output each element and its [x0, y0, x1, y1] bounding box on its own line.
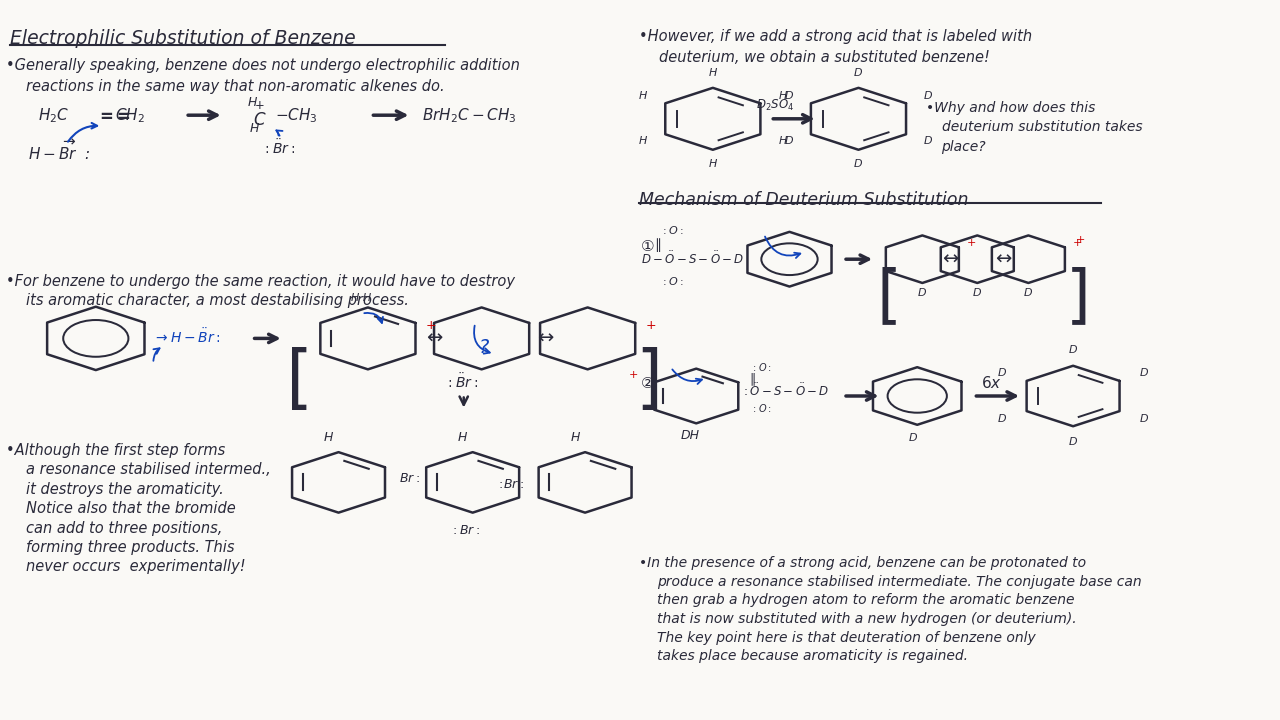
Text: $:\ddot{B}r:$: $:\ddot{B}r:$ — [262, 138, 294, 157]
Text: never occurs  experimentally!: never occurs experimentally! — [26, 559, 246, 575]
Text: H: H — [639, 137, 648, 146]
Text: ↔: ↔ — [942, 250, 957, 269]
Text: $\parallel$: $\parallel$ — [652, 236, 662, 254]
Text: •Although the first step forms: •Although the first step forms — [6, 443, 225, 458]
Text: Electrophilic Substitution of Benzene: Electrophilic Substitution of Benzene — [10, 29, 356, 48]
Text: D: D — [854, 159, 863, 169]
Text: •For benzene to undergo the same reaction, it would have to destroy: •For benzene to undergo the same reactio… — [6, 274, 516, 289]
Text: +: + — [1075, 235, 1085, 246]
Text: +: + — [1073, 238, 1083, 248]
Text: deuterium substitution takes: deuterium substitution takes — [942, 120, 1142, 134]
Text: $\mathbf{=\!=}$: $\mathbf{=\!=}$ — [96, 107, 131, 125]
Text: H: H — [778, 137, 787, 146]
Text: D: D — [1069, 345, 1078, 355]
Text: D: D — [924, 91, 933, 101]
Text: $:\ddot{O}-S-\ddot{O}-D$: $:\ddot{O}-S-\ddot{O}-D$ — [741, 382, 829, 399]
Text: $BrH_2C - CH_3$: $BrH_2C - CH_3$ — [421, 106, 516, 125]
Text: •Why and how does this: •Why and how does this — [927, 101, 1096, 114]
Text: [: [ — [877, 266, 901, 328]
Text: ?: ? — [479, 338, 489, 356]
Text: D: D — [1139, 414, 1148, 424]
Text: $6x$: $6x$ — [980, 375, 1002, 391]
Text: $\rightarrow H-\ddot{B}r:$: $\rightarrow H-\ddot{B}r:$ — [154, 328, 220, 346]
Text: $\overset{+}{C}$: $\overset{+}{C}$ — [253, 101, 266, 130]
Text: H: H — [709, 159, 717, 169]
Text: ]: ] — [1065, 266, 1091, 328]
Text: $:O:$: $:O:$ — [751, 402, 772, 414]
Text: $H$: $H$ — [247, 96, 257, 109]
Text: D: D — [785, 91, 794, 101]
Text: $:O:$: $:O:$ — [751, 361, 772, 373]
Text: ↔: ↔ — [538, 329, 554, 348]
Text: H: H — [778, 91, 787, 101]
Text: ↔: ↔ — [995, 250, 1011, 269]
Text: ↔: ↔ — [426, 329, 443, 348]
Text: D: D — [924, 137, 933, 146]
Text: $:\!Br:$: $:\!Br:$ — [495, 478, 524, 491]
Text: +: + — [425, 319, 436, 332]
Text: •In the presence of a strong acid, benzene can be protonated to: •In the presence of a strong acid, benze… — [639, 556, 1085, 570]
Text: D: D — [854, 68, 863, 78]
Text: can add to three positions,: can add to three positions, — [26, 521, 221, 536]
Text: H: H — [639, 91, 648, 101]
Text: its aromatic character, a most destabilising process.: its aromatic character, a most destabili… — [26, 293, 408, 308]
Text: $CH_2$: $CH_2$ — [115, 106, 145, 125]
Text: +: + — [628, 370, 637, 380]
Text: that is now substituted with a new hydrogen (or deuterium).: that is now substituted with a new hydro… — [657, 612, 1076, 626]
Text: $:Br:$: $:Br:$ — [449, 524, 480, 537]
Text: takes place because aromaticity is regained.: takes place because aromaticity is regai… — [657, 649, 968, 663]
Text: $D-\ddot{O}-S-\ddot{O}-D$: $D-\ddot{O}-S-\ddot{O}-D$ — [641, 251, 745, 267]
Text: ②: ② — [641, 376, 655, 390]
Text: H: H — [709, 68, 717, 78]
Text: $:\ddot{B}r:$: $:\ddot{B}r:$ — [444, 372, 477, 391]
Text: $Br:$: $Br:$ — [398, 472, 420, 485]
Text: D: D — [785, 137, 794, 146]
Text: ]: ] — [635, 346, 662, 414]
Text: deuterium, we obtain a substituted benzene!: deuterium, we obtain a substituted benze… — [659, 50, 989, 66]
Text: D: D — [918, 288, 927, 298]
Text: The key point here is that deuteration of benzene only: The key point here is that deuteration o… — [657, 631, 1036, 644]
Text: [: [ — [287, 346, 314, 414]
Text: DH: DH — [681, 429, 700, 442]
Text: H H: H H — [351, 293, 371, 303]
Text: Notice also that the bromide: Notice also that the bromide — [26, 501, 236, 516]
Text: H: H — [324, 431, 333, 444]
Text: $H_2C$: $H_2C$ — [38, 106, 69, 125]
Text: a resonance stabilised intermed.,: a resonance stabilised intermed., — [26, 462, 270, 477]
Text: H: H — [570, 431, 580, 444]
Text: $:O:$: $:O:$ — [660, 275, 684, 287]
Text: $D_2SO_4$: $D_2SO_4$ — [756, 99, 795, 113]
Text: H: H — [458, 431, 467, 444]
Text: D: D — [1024, 288, 1033, 298]
Text: D: D — [998, 414, 1006, 424]
Text: ①: ① — [641, 239, 655, 253]
Text: $H$: $H$ — [250, 122, 260, 135]
Text: $:O:$: $:O:$ — [660, 225, 684, 236]
Text: $- CH_3$: $- CH_3$ — [275, 106, 317, 125]
Text: D: D — [973, 288, 982, 298]
Text: it destroys the aromaticity.: it destroys the aromaticity. — [26, 482, 223, 497]
Text: •However, if we add a strong acid that is labeled with: •However, if we add a strong acid that i… — [639, 29, 1032, 44]
Text: D: D — [998, 368, 1006, 378]
Text: $\parallel$: $\parallel$ — [748, 372, 756, 388]
Text: +: + — [645, 319, 655, 332]
Text: •Generally speaking, benzene does not undergo electrophilic addition: •Generally speaking, benzene does not un… — [6, 58, 520, 73]
Text: D: D — [909, 433, 916, 443]
Text: D: D — [1069, 437, 1078, 447]
Text: D: D — [1139, 368, 1148, 378]
Text: forming three products. This: forming three products. This — [26, 540, 234, 555]
Text: place?: place? — [942, 140, 986, 153]
Text: +: + — [968, 238, 977, 248]
Text: $H - \overrightarrow{Br}$  :: $H - \overrightarrow{Br}$ : — [28, 139, 91, 163]
Text: produce a resonance stabilised intermediate. The conjugate base can: produce a resonance stabilised intermedi… — [657, 575, 1142, 588]
Text: then grab a hydrogen atom to reform the aromatic benzene: then grab a hydrogen atom to reform the … — [657, 593, 1074, 607]
Text: Mechanism of Deuterium Substitution: Mechanism of Deuterium Substitution — [639, 191, 968, 209]
Text: reactions in the same way that non-aromatic alkenes do.: reactions in the same way that non-aroma… — [26, 79, 444, 94]
